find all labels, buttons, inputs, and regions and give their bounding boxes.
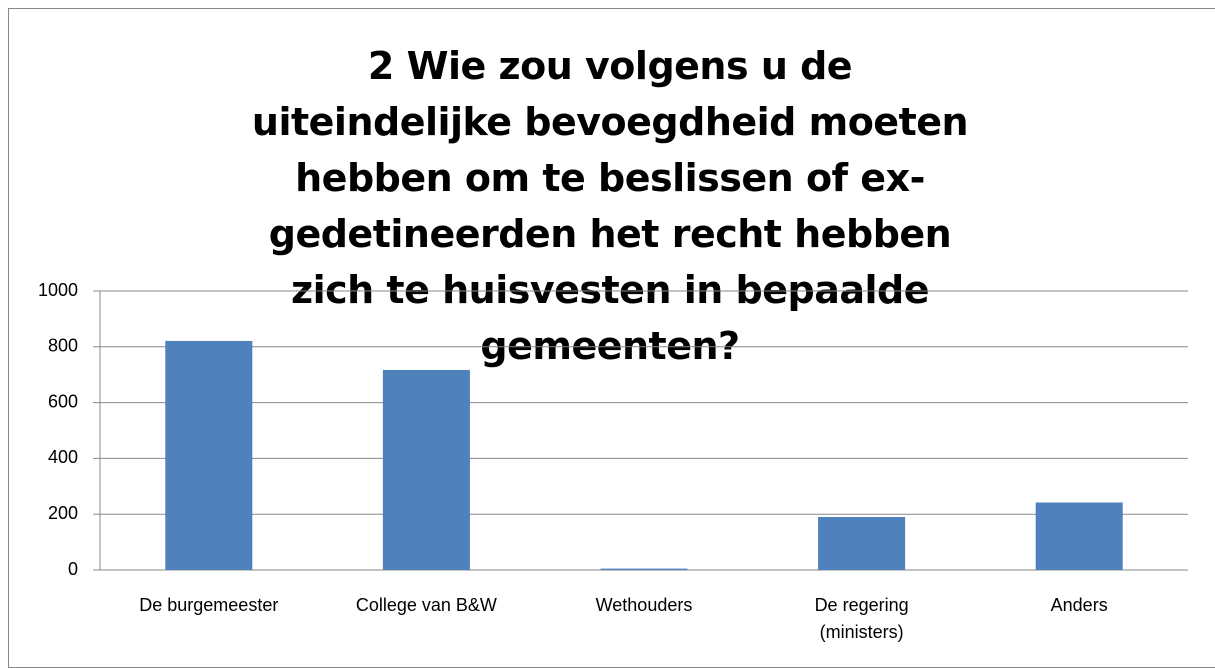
bar: [818, 516, 906, 570]
y-tick-label: 200: [48, 503, 78, 523]
bar: [165, 340, 253, 570]
y-tick-label: 400: [48, 447, 78, 467]
bar: [382, 369, 470, 570]
x-tick-label: College van B&W: [355, 595, 497, 615]
y-tick-label: 0: [68, 559, 78, 579]
x-tick-label: De burgemeester: [139, 595, 279, 615]
y-tick-label: 1000: [38, 280, 78, 300]
x-tick-label: Anders: [1050, 595, 1108, 615]
x-tick-label: Wethouders: [595, 595, 693, 615]
y-tick-label: 800: [48, 336, 78, 356]
x-tick-label: De regering (ministers): [814, 595, 909, 642]
bar: [600, 568, 688, 570]
y-tick-label: 600: [48, 391, 78, 411]
bar: [1035, 502, 1123, 570]
chart-title: 2 Wie zou volgens u de uiteindelijke bev…: [251, 44, 969, 368]
